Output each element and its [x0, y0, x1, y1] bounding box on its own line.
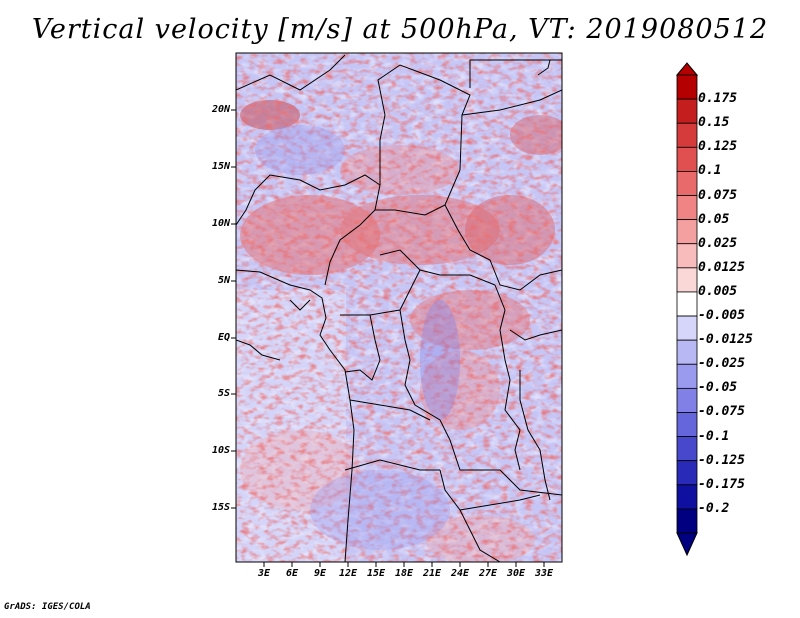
colorbar-cell: [676, 412, 698, 437]
colorbar-cell: [676, 291, 698, 317]
lat-label-5s: 5S: [217, 388, 230, 399]
lon-label-15e: 15E: [366, 568, 386, 579]
colorbar-label: -0.05: [698, 380, 738, 396]
colorbar-label: -0.075: [698, 404, 745, 420]
lon-label-9e: 9E: [313, 568, 327, 579]
colorbar-label: -0.025: [698, 356, 745, 372]
colorbar-label: 0.0125: [698, 259, 745, 275]
colorbar-cell: [676, 267, 698, 293]
lon-label-24e: 24E: [450, 568, 470, 579]
colorbar-cell: [676, 363, 698, 389]
colorbar-cell: [676, 146, 698, 172]
lon-label-3e: 3E: [257, 568, 271, 579]
map-frame: [235, 52, 563, 563]
lat-label-15n: 15N: [211, 161, 230, 172]
colorbar-cell: [676, 74, 698, 100]
colorbar-cell: [676, 339, 698, 365]
colorbar-label: 0.175: [698, 91, 738, 107]
lat-label-10n: 10N: [211, 218, 230, 229]
colorbar-cell: [676, 315, 698, 341]
colorbar-cell: [676, 195, 698, 221]
colorbar-cell: [676, 219, 698, 245]
colorbar-label: -0.0125: [698, 332, 753, 348]
grads-credit: GrADS: IGES/COLA: [4, 602, 91, 612]
lat-label-eq: EQ: [217, 332, 230, 343]
colorbar: [675, 62, 699, 557]
colorbar-label: 0.1: [698, 163, 722, 179]
lon-label-18e: 18E: [394, 568, 414, 579]
colorbar-cell: [676, 171, 698, 196]
colorbar-cell: [676, 98, 698, 124]
colorbar-label: -0.005: [698, 308, 745, 324]
lon-label-33e: 33E: [534, 568, 554, 579]
colorbar-cell: [676, 484, 698, 510]
colorbar-label: -0.175: [698, 476, 745, 492]
colorbar-upper-arrow: [675, 62, 699, 76]
colorbar-label: 0.025: [698, 235, 738, 251]
colorbar-cell: [676, 243, 698, 269]
colorbar-cell: [676, 436, 698, 462]
colorbar-label: 0.075: [698, 187, 738, 203]
lon-label-27e: 27E: [478, 568, 498, 579]
country-borders: [236, 54, 562, 562]
colorbar-cell: [676, 460, 698, 486]
colorbar-cell: [676, 122, 698, 148]
longitude-ticks: [263, 562, 545, 567]
colorbar-cell: [676, 508, 698, 534]
latitude-ticks: [231, 109, 236, 509]
lat-label-5n: 5N: [217, 275, 230, 286]
vertical-velocity-field: [236, 53, 562, 562]
lat-label-15s: 15S: [211, 502, 230, 513]
colorbar-label: 0.15: [698, 115, 730, 131]
lon-label-30e: 30E: [506, 568, 526, 579]
colorbar-label: -0.2: [698, 500, 730, 516]
colorbar-cell: [676, 387, 698, 413]
map-title: Vertical velocity [m/s] at 500hPa, VT: 2…: [31, 14, 769, 45]
colorbar-label: 0.005: [698, 283, 738, 299]
colorbar-label: -0.1: [698, 428, 730, 444]
lon-label-21e: 21E: [422, 568, 442, 579]
colorbar-label: -0.125: [698, 452, 745, 468]
lat-label-20n: 20N: [211, 104, 230, 115]
lon-label-12e: 12E: [338, 568, 358, 579]
colorbar-label: 0.05: [698, 211, 730, 227]
lon-label-6e: 6E: [285, 568, 299, 579]
lat-label-10s: 10S: [211, 445, 230, 456]
colorbar-label: 0.125: [698, 139, 738, 155]
colorbar-lower-arrow: [676, 532, 698, 557]
